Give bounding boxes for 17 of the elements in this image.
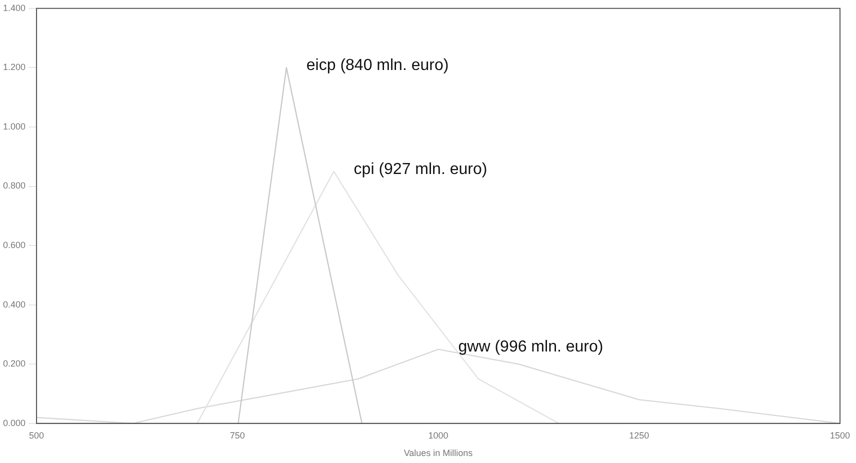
y-tick-label: 0.400 <box>2 299 26 310</box>
series-label: eicp (840 mln. euro) <box>306 57 449 74</box>
y-tick-label: 0.600 <box>2 240 26 250</box>
x-tick-label: 1250 <box>629 430 650 440</box>
x-tick-label: 1000 <box>428 430 448 440</box>
y-tick-label: 0.000 <box>2 418 26 428</box>
y-tick-label: 0.800 <box>2 180 26 191</box>
x-tick-label: 500 <box>29 430 44 440</box>
x-tick-label: 1500 <box>830 430 850 440</box>
y-tick-label: 1.000 <box>2 121 26 132</box>
y-tick-label: 1.200 <box>2 62 26 72</box>
series-label: gww (996 mln. euro) <box>458 338 604 356</box>
x-axis-title: Values in Millions <box>404 448 474 458</box>
y-tick-label: 1.400 <box>2 2 26 13</box>
series-label: cpi (927 mln. euro) <box>354 160 488 178</box>
x-tick-label: 750 <box>230 430 245 440</box>
y-tick-label: 0.200 <box>2 358 26 369</box>
